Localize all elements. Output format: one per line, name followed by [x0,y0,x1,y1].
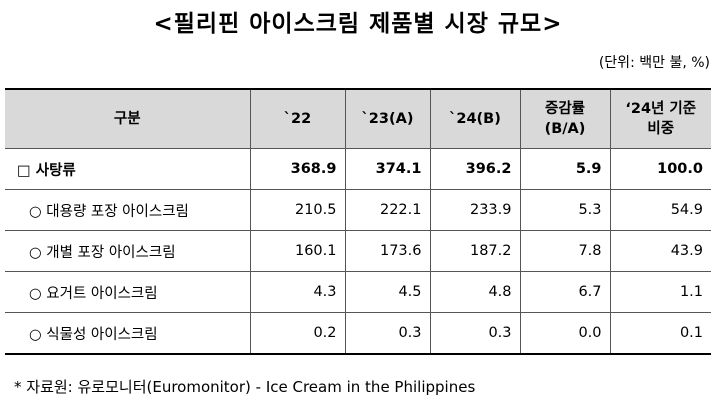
row-label: ○ 개별 포장 아이스크림 [5,230,251,272]
row-label: ○ 대용량 포장 아이스크림 [5,189,251,231]
header-cell: `23(A) [344,88,431,149]
header-text: ‘24년 기준 [625,101,697,117]
value-cell: 210.5 [249,189,346,231]
value-cell: 368.9 [249,148,346,190]
value-cell: 396.2 [429,148,521,190]
value-cell: 43.9 [609,230,711,272]
value-cell: 54.9 [609,189,711,231]
header-text: 구분 [113,111,141,127]
header-cell: 구분 [5,88,251,149]
header-cell: `22 [249,88,346,149]
header-text: `24(B) [449,111,501,127]
title: <필리핀 아이스크림 제품별 시장 규모> [153,11,563,37]
header-text: (B/A) [544,121,586,137]
value-cell: 160.1 [249,230,346,272]
header-text: `23(A) [361,111,414,127]
value-cell: 5.3 [519,189,611,231]
header-text: 증감률 [544,101,586,117]
value-cell: 6.7 [519,271,611,313]
value-cell: 0.3 [344,312,431,355]
value-cell: 374.1 [344,148,431,190]
table-row: ○ 개별 포장 아이스크림 160.1 173.6 187.2 7.8 43.9 [5,230,711,272]
value-cell: 4.3 [249,271,346,313]
value-cell: 173.6 [344,230,431,272]
header-text: 비중 [647,121,675,137]
value-cell: 0.3 [429,312,521,355]
value-cell: 4.5 [344,271,431,313]
value-cell: 100.0 [609,148,711,190]
header-cell: 증감률 (B/A) [519,88,611,149]
unit-note: (단위: 백만 불, %) [598,55,710,71]
value-cell: 222.1 [344,189,431,231]
table-row: ○ 요거트 아이스크림 4.3 4.5 4.8 6.7 1.1 [5,271,711,313]
table-row: ○ 식물성 아이스크림 0.2 0.3 0.3 0.0 0.1 [5,312,711,355]
value-cell: 5.9 [519,148,611,190]
value-cell: 0.0 [519,312,611,355]
footnote: * 자료원: 유로모니터(Euromonitor) - Ice Cream in… [14,378,476,396]
value-cell: 233.9 [429,189,521,231]
row-label: ○ 요거트 아이스크림 [5,271,251,313]
table-body: □ 사탕류 368.9 374.1 396.2 5.9 100.0 ○ 대용량 포장 아이스… [5,148,711,355]
header-text: `22 [283,111,312,127]
row-label: ○ 식물성 아이스크림 [5,312,251,355]
value-cell: 1.1 [609,271,711,313]
value-cell: 0.2 [249,312,346,355]
value-cell: 4.8 [429,271,521,313]
table-row: □ 사탕류 368.9 374.1 396.2 5.9 100.0 [5,148,711,190]
value-cell: 7.8 [519,230,611,272]
table-row: ○ 대용량 포장 아이스크림 210.5 222.1 233.9 5.3 54.9 [5,189,711,231]
row-label: □ 사탕류 [5,148,251,190]
value-cell: 187.2 [429,230,521,272]
value-cell: 0.1 [609,312,711,355]
header-cell: `24(B) [429,88,521,149]
